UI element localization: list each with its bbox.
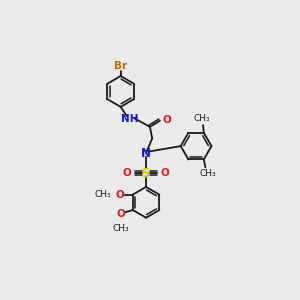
Text: CH₃: CH₃ (199, 169, 216, 178)
Text: O: O (115, 190, 124, 200)
Text: NH: NH (121, 114, 139, 124)
Text: O: O (161, 168, 170, 178)
Text: O: O (117, 209, 125, 219)
Text: S: S (141, 167, 151, 180)
Text: O: O (162, 115, 171, 125)
Text: O: O (123, 168, 131, 178)
Text: N: N (141, 146, 151, 160)
Text: CH₃: CH₃ (194, 114, 211, 123)
Text: CH₃: CH₃ (113, 224, 130, 233)
Text: CH₃: CH₃ (94, 190, 111, 199)
Text: Br: Br (114, 61, 127, 70)
